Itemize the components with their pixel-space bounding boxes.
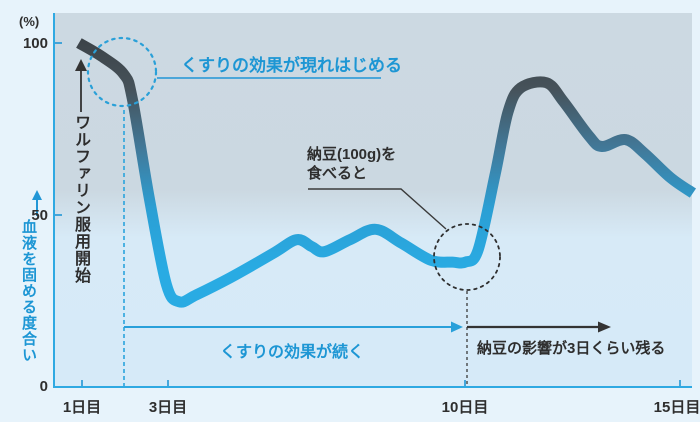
natto-note-leader-line <box>308 188 447 230</box>
natto-effect-duration-arrow <box>467 321 611 333</box>
plot-area <box>53 13 692 388</box>
x-tick-day15: 15日目 <box>653 399 700 416</box>
x-tick-day3: 3日目 <box>148 399 188 416</box>
warfarin-start-label: ワルファリン服用開始 <box>72 114 89 284</box>
percent-unit-label: (%) <box>19 14 40 29</box>
drug-continues-note: くすりの効果が続く <box>219 344 365 361</box>
y-axis-label: 血液を固める度合い <box>20 219 37 363</box>
x-tick-day10: 10日目 <box>441 399 489 416</box>
natto-eat-note-line1: 納豆(100g)を <box>307 146 397 163</box>
drug-effect-duration-arrow <box>124 321 463 333</box>
drug-onset-note: くすりの効果が現れはじめる <box>181 56 402 75</box>
y-tick-50: 50 <box>31 207 48 224</box>
natto-remains-note: 納豆の影響が3日くらい残る <box>477 340 666 357</box>
natto-event-highlight-circle <box>433 223 501 291</box>
axis-ticks <box>55 42 681 386</box>
y-tick-100: 100 <box>22 35 48 52</box>
natto-eat-note-line2: 食べると <box>307 165 368 182</box>
natto-eat-note: 納豆(100g)を 食べると <box>307 145 427 183</box>
blood-coagulation-curve <box>76 38 697 308</box>
y-tick-0: 0 <box>39 378 48 395</box>
x-tick-day1: 1日目 <box>62 399 102 416</box>
drug-onset-highlight-circle <box>86 36 158 108</box>
y-axis-direction-arrow <box>32 190 42 216</box>
warfarin-start-arrow <box>75 59 87 112</box>
